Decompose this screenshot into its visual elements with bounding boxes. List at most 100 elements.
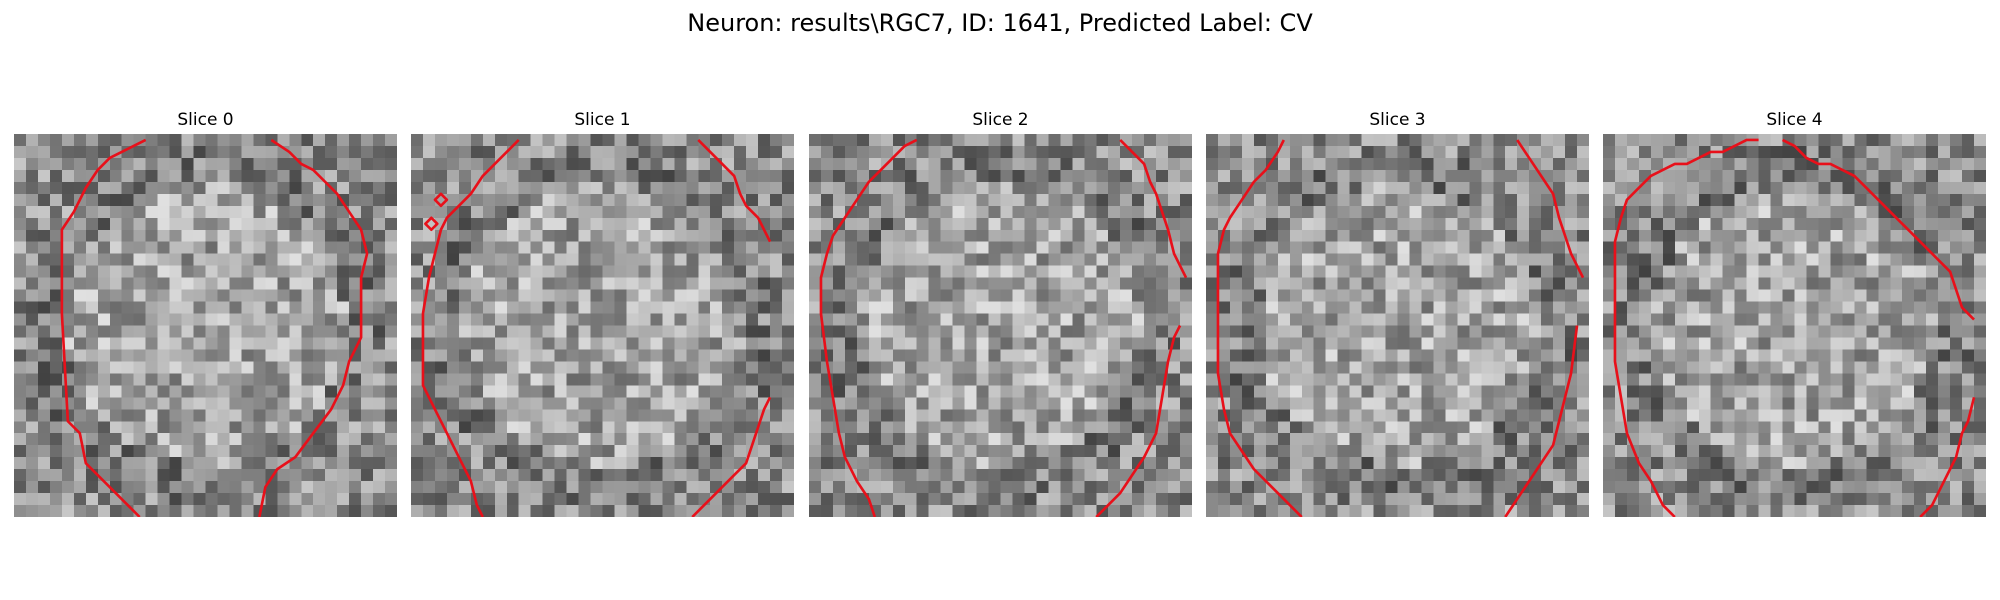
image-pixel [1457, 145, 1470, 159]
image-pixel [289, 217, 302, 230]
image-pixel [1012, 481, 1025, 494]
image-pixel [1144, 409, 1157, 422]
image-pixel [1084, 265, 1097, 278]
image-pixel [470, 157, 484, 171]
image-pixel [157, 134, 170, 147]
image-pixel [1626, 409, 1640, 422]
image-pixel [157, 481, 170, 494]
image-pixel [14, 409, 27, 422]
image-pixel [1253, 349, 1267, 362]
image-pixel [518, 409, 531, 422]
image-pixel [37, 157, 51, 171]
image-pixel [157, 277, 170, 290]
image-pixel [1469, 349, 1482, 362]
image-pixel [1397, 217, 1410, 230]
image-pixel [1866, 241, 1879, 254]
image-pixel [1000, 373, 1013, 386]
image-pixel [746, 265, 759, 278]
image-pixel [373, 433, 386, 446]
image-pixel [73, 205, 87, 219]
image-pixel [193, 181, 206, 195]
image-pixel [385, 433, 397, 446]
image-pixel [169, 325, 182, 338]
image-pixel [1734, 349, 1747, 362]
image-pixel [1229, 337, 1243, 350]
image-pixel [1409, 421, 1422, 434]
image-pixel [1000, 145, 1013, 159]
image-pixel [337, 325, 350, 338]
image-pixel [1217, 481, 1231, 494]
image-pixel [241, 481, 254, 494]
image-pixel [1505, 481, 1518, 494]
image-pixel [265, 289, 278, 302]
image-pixel [1445, 205, 1458, 219]
image-pixel [1890, 241, 1903, 254]
image-pixel [1638, 157, 1652, 171]
image-pixel [734, 145, 747, 159]
image-pixel [988, 373, 1001, 386]
image-pixel [530, 445, 543, 458]
image-pixel [578, 457, 591, 470]
image-pixel [1144, 397, 1157, 410]
image-pixel [169, 289, 182, 302]
image-pixel [1301, 409, 1314, 422]
image-pixel [868, 145, 882, 159]
image-pixel [602, 134, 615, 147]
image-pixel [530, 325, 543, 338]
image-pixel [361, 205, 374, 219]
image-pixel [662, 289, 675, 302]
image-pixel [1686, 169, 1699, 183]
image-pixel [1698, 409, 1711, 422]
image-pixel [1301, 313, 1314, 326]
image-pixel [1096, 337, 1109, 350]
image-pixel [758, 205, 771, 219]
image-pixel [916, 385, 929, 398]
image-pixel [1662, 265, 1676, 278]
image-pixel [506, 445, 519, 458]
image-pixel [301, 277, 314, 290]
image-pixel [892, 193, 905, 207]
image-pixel [1493, 385, 1506, 398]
image-pixel [1156, 181, 1169, 195]
image-pixel [1770, 277, 1783, 290]
image-pixel [820, 205, 834, 219]
image-pixel [1541, 217, 1554, 230]
image-pixel [1301, 289, 1314, 302]
image-pixel [1565, 457, 1578, 470]
image-pixel [1409, 241, 1422, 254]
image-pixel [1842, 241, 1855, 254]
image-pixel [976, 217, 989, 230]
image-pixel [590, 481, 603, 494]
image-pixel [1866, 373, 1879, 386]
image-pixel [1529, 421, 1542, 434]
image-pixel [1830, 349, 1843, 362]
image-pixel [1457, 169, 1470, 183]
image-pixel [1638, 385, 1652, 398]
image-pixel [301, 217, 314, 230]
image-pixel [1517, 181, 1530, 195]
image-pixel [1746, 337, 1759, 350]
image-pixel [361, 134, 374, 147]
image-pixel [1349, 134, 1362, 147]
image-pixel [1541, 145, 1554, 159]
image-pixel [217, 373, 230, 386]
contour-line [1216, 139, 1303, 517]
image-pixel [686, 301, 699, 314]
image-pixel [928, 421, 941, 434]
image-pixel [1830, 169, 1843, 183]
image-pixel [1517, 157, 1530, 171]
image-pixel [1614, 457, 1628, 470]
image-pixel [880, 229, 894, 242]
image-pixel [868, 385, 882, 398]
image-pixel [1950, 205, 1963, 219]
image-pixel [253, 169, 266, 183]
image-pixel [904, 469, 917, 482]
image-pixel [1144, 253, 1157, 266]
image-pixel [325, 265, 338, 278]
image-pixel [1962, 265, 1975, 278]
image-pixel [1349, 205, 1362, 219]
image-pixel [325, 193, 338, 207]
image-pixel [880, 313, 894, 326]
image-pixel [145, 337, 158, 350]
image-pixel [1770, 157, 1783, 171]
